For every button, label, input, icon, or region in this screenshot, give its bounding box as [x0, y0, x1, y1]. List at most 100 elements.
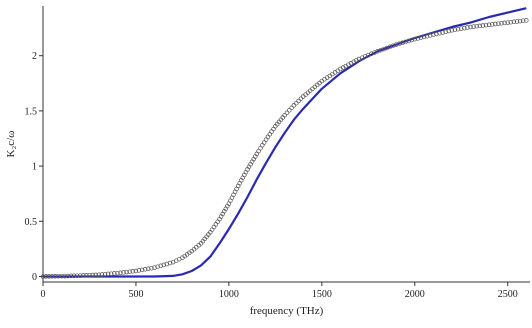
series-marker	[267, 132, 273, 137]
series-marker	[351, 59, 356, 65]
axes: 0 500 1000 1500 2000 2500 0 0.5 1 1.5 2	[25, 6, 530, 300]
series-marker	[71, 273, 77, 279]
series-marker	[271, 126, 276, 132]
series-marker	[511, 19, 517, 25]
series-marker	[424, 33, 430, 39]
series-marker	[84, 273, 89, 278]
series-line	[43, 7, 527, 278]
series-marker	[112, 271, 117, 276]
series-marker	[434, 31, 439, 37]
series-marker	[514, 19, 520, 24]
series-marker	[127, 269, 132, 274]
series-marker	[393, 42, 399, 47]
series-marker	[149, 265, 154, 271]
series-marker	[77, 273, 83, 278]
series-marker	[213, 222, 219, 227]
series-marker	[291, 103, 297, 108]
series-marker	[471, 24, 476, 29]
series-marker	[406, 38, 411, 44]
series-marker	[505, 20, 510, 25]
series-marker	[99, 272, 105, 277]
series-marker	[489, 22, 495, 27]
series-marker	[282, 113, 287, 118]
x-tick-label: 2500	[498, 289, 518, 300]
series-marker	[50, 274, 55, 279]
series-marker	[400, 40, 405, 46]
series-marker	[378, 47, 383, 53]
series-marker	[296, 98, 301, 104]
y-tick-label: 1.5	[25, 106, 38, 117]
series-marker	[421, 34, 427, 40]
series-marker	[449, 28, 455, 33]
series-marker	[289, 105, 294, 111]
y-tick-label: 1	[32, 162, 37, 173]
series-marker	[269, 129, 274, 134]
series-marker	[381, 46, 387, 52]
y-tick-label: 0.5	[25, 217, 38, 228]
series-marker	[477, 23, 483, 29]
x-tick-label: 0	[41, 289, 46, 300]
series-marker	[133, 268, 139, 274]
series-marker	[53, 274, 58, 279]
series-marker	[105, 271, 111, 277]
series-marker	[427, 33, 433, 38]
series-marker	[338, 66, 343, 72]
series-marker	[458, 26, 464, 31]
series-marker	[265, 134, 271, 140]
series-marker	[139, 267, 145, 273]
series-marker	[115, 270, 120, 276]
series-marker	[474, 23, 479, 29]
series-marker	[146, 266, 151, 272]
series-marker	[387, 44, 393, 50]
series-marker	[40, 274, 46, 279]
y-axis-label: K₂c/ω	[5, 131, 17, 158]
series-marker	[440, 30, 445, 35]
series-marker	[375, 49, 380, 54]
series-marker	[346, 62, 351, 67]
series-marker	[455, 26, 461, 32]
series-marker	[164, 261, 170, 267]
series-marker	[263, 137, 269, 142]
series-marker	[130, 269, 136, 274]
series-marker	[87, 272, 92, 278]
series-marker	[418, 35, 424, 40]
series-marker	[152, 265, 157, 270]
series-marker	[343, 63, 348, 69]
series-marker	[443, 29, 448, 35]
series-marker	[483, 22, 489, 28]
series-marker	[215, 219, 220, 224]
series-marker	[136, 268, 142, 273]
series-marker	[502, 20, 507, 26]
series-marker	[452, 27, 458, 32]
series-marker	[486, 22, 492, 28]
series-marker	[340, 65, 346, 70]
series-marker	[517, 18, 523, 24]
series-marker	[142, 267, 148, 272]
series-marker	[298, 96, 304, 101]
series-marker	[81, 273, 86, 278]
series-marker	[121, 270, 126, 275]
series-marker	[211, 224, 217, 230]
series-marker	[499, 21, 504, 26]
series-marker	[397, 41, 402, 46]
series-marker	[437, 30, 442, 36]
series-marker	[155, 264, 160, 269]
x-tick-label: 1000	[219, 289, 239, 300]
series-layer	[40, 7, 529, 279]
series-marker	[354, 58, 359, 63]
series-marker	[431, 32, 436, 37]
series-marker	[96, 272, 102, 277]
x-tick-label: 500	[128, 289, 143, 300]
series-marker	[68, 273, 74, 279]
series-marker	[43, 274, 49, 279]
series-marker	[124, 269, 129, 275]
series-marker	[93, 272, 98, 278]
series-marker	[108, 271, 114, 276]
x-tick-label: 1500	[312, 289, 332, 300]
series-marker	[46, 274, 52, 279]
series-marker	[409, 37, 414, 43]
y-tick-label: 0	[32, 272, 37, 283]
series-marker	[493, 21, 498, 27]
series-marker	[287, 108, 292, 113]
series-marker	[415, 36, 421, 41]
